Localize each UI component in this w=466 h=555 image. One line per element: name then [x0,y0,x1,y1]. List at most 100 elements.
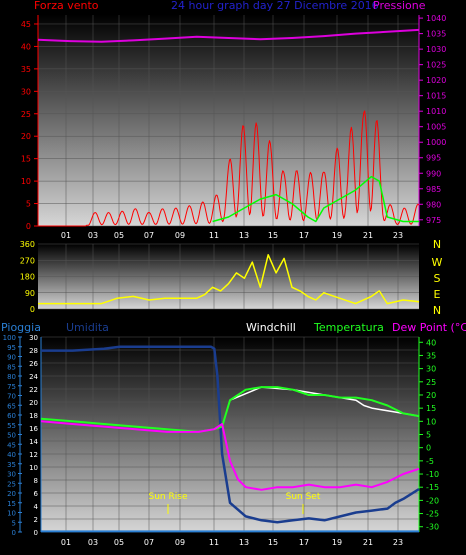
direction-tick-label: 360 [20,240,35,249]
temperature-time-tick-label: 11 [209,538,219,547]
wind-speed-axis-title: Forza vento [34,0,99,12]
compass-labels: N W S E N [432,238,443,317]
humidity-tick-label: 25 [7,480,16,488]
direction-axis: 0 90 180 270 360 [20,240,35,314]
humidity-tick-label: 40 [7,451,16,459]
humidity-tick-label: 45 [7,441,16,449]
pressure-axis: 975 980 985 990 995 1000 1005 1010 1015 1020 1025 1… [418,14,446,226]
rain-tick-label: 22 [29,386,38,394]
wind-time-tick-label: 05 [114,231,124,240]
humidity-tick-label: 100 [3,334,16,342]
wind-tick-label: 5 [26,200,31,209]
rain-tick-label: 26 [29,360,38,368]
temperature-time-tick-label: 15 [268,538,278,547]
wind-speed-axis: 0 5 10 15 20 25 30 35 40 45 [21,15,39,231]
rain-tick-label: 2 [34,516,38,524]
temperature-time-tick-label: 21 [363,538,373,547]
rain-tick-label: 10 [29,464,38,472]
temperature-time-axis: 01 03 05 07 09 11 13 15 17 19 21 23 [61,538,403,547]
pressure-tick-label: 1035 [426,30,446,39]
wind-tick-label: 30 [21,87,31,96]
rain-tick-label: 24 [29,373,38,381]
wind-direction-line [38,254,420,305]
wind-time-tick-label: 19 [332,231,342,240]
temperature-tick-label: 10 [426,417,436,426]
humidity-tick-label: 70 [7,393,16,401]
humidity-tick-label: 75 [7,383,16,391]
pressure-tick-label: 1020 [426,76,446,85]
pressure-tick-label: 975 [426,216,441,225]
humidity-tick-label: 5 [12,519,16,527]
wind-time-tick-label: 11 [209,231,219,240]
wind-time-tick-label: 17 [299,231,309,240]
humidity-tick-label: 95 [7,344,16,352]
wind-tick-label: 35 [21,65,31,74]
compass-south-label: S [434,272,441,285]
temperature-tick-label: 40 [426,338,436,347]
humidity-tick-label: 50 [7,432,16,440]
pressure-tick-label: 980 [426,200,441,209]
rain-tick-label: 8 [34,477,38,485]
wind-tick-label: 25 [21,110,31,119]
humidity-tick-label: 30 [7,471,16,479]
humidity-tick-label: 20 [7,490,16,498]
pressure-tick-label: 990 [426,169,441,178]
temperature-time-tick-label: 03 [88,538,98,547]
humidity-tick-label: 0 [12,529,16,537]
wind-time-tick-label: 15 [268,231,278,240]
direction-series [38,254,420,305]
pressure-tick-label: 1005 [426,123,446,132]
humidity-tick-label: 60 [7,412,16,420]
wind-time-tick-label: 13 [239,231,249,240]
rain-tick-label: 20 [29,399,38,407]
pressure-line [37,28,420,43]
temperature-series [40,345,420,533]
temperature-time-tick-label: 09 [175,538,185,547]
temperature-time-tick-label: 05 [114,538,124,547]
temperature-time-tick-label: 17 [299,538,309,547]
temperature-tick-label: 5 [426,431,431,440]
wind-tick-label: 15 [21,155,31,164]
wind-time-tick-label: 03 [88,231,98,240]
pressure-tick-label: 1010 [426,107,446,116]
compass-north-label: N [433,238,441,251]
temperature-tick-label: -25 [426,510,439,519]
temperature-tick-label: -5 [426,457,434,466]
direction-tick-label: 180 [20,273,35,282]
direction-tick-label: 270 [20,256,35,265]
pressure-tick-label: 985 [426,185,441,194]
temperature-tick-label: -30 [426,523,439,532]
rain-tick-label: 14 [29,438,38,446]
wind-time-axis: 01 03 05 07 09 11 13 15 17 19 21 23 [61,231,403,240]
temperature-tick-label: 30 [426,365,436,374]
wind-time-tick-label: 01 [61,231,71,240]
temperature-time-tick-label: 07 [144,538,154,547]
wind-gust-line [212,175,419,223]
dewpoint-legend: Dew Point (°C) [392,321,466,334]
temperature-tick-label: 0 [426,444,431,453]
humidity-tick-label: 35 [7,461,16,469]
wind-series [37,28,420,227]
pressure-tick-label: 1015 [426,92,446,101]
humidity-axis: 0510152025303540455055606570758085909510… [3,334,22,537]
temperature-legend: Temperatura [313,321,384,334]
humidity-tick-label: 80 [7,373,16,381]
rain-tick-label: 6 [34,490,39,498]
direction-tick-label: 90 [25,289,35,298]
temperature-time-tick-label: 13 [239,538,249,547]
temperature-time-tick-label: 19 [332,538,342,547]
rain-tick-label: 28 [29,347,38,355]
temperature-line [40,386,420,433]
temperature-time-tick-label: 23 [393,538,403,547]
wind-tick-label: 10 [21,177,31,186]
wind-tick-label: 20 [21,132,31,141]
humidity-tick-label: 90 [7,354,16,362]
rain-axis-title: Pioggia [1,321,41,334]
pressure-tick-label: 1025 [426,61,446,70]
temperature-tick-label: 25 [426,378,436,387]
wind-time-tick-label: 09 [175,231,185,240]
wind-time-tick-label: 23 [393,231,403,240]
pressure-tick-label: 1030 [426,45,446,54]
